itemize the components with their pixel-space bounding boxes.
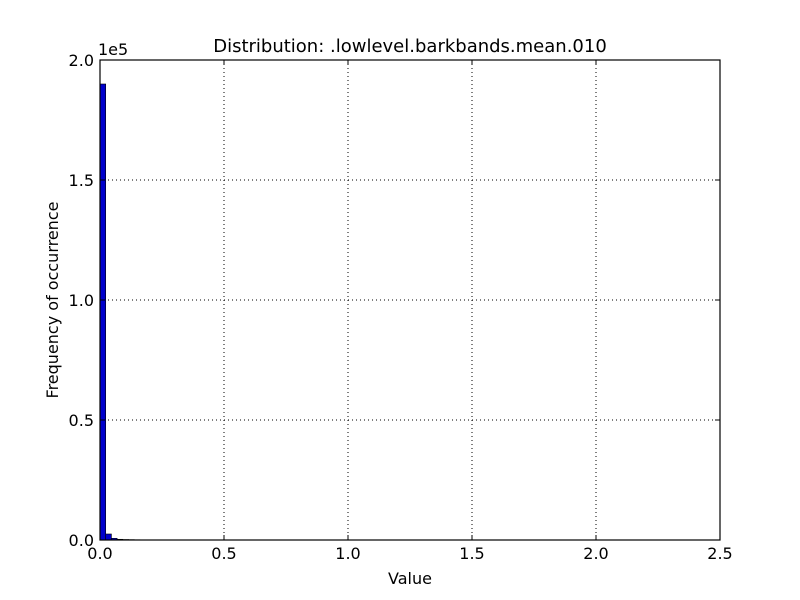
x-tick-label: 2.5 [707, 544, 732, 563]
y-scale-multiplier: 1e5 [98, 40, 128, 59]
x-tick-label: 2.0 [583, 544, 608, 563]
x-axis-label: Value [388, 569, 432, 588]
grid-lines [100, 60, 720, 540]
histogram-bar [105, 533, 112, 541]
y-tick-label: 0.0 [69, 531, 94, 550]
x-tick-label: 1.5 [459, 544, 484, 563]
x-tick-label: 0.0 [87, 544, 112, 563]
y-tick-label: 2.0 [69, 51, 94, 70]
y-tick-label: 1.0 [69, 291, 94, 310]
y-tick-label: 1.5 [69, 171, 94, 190]
chart-title: Distribution: .lowlevel.barkbands.mean.0… [213, 36, 607, 57]
x-tick-label: 1.0 [335, 544, 360, 563]
y-tick-label: 0.5 [69, 411, 94, 430]
y-axis-label: Frequency of occurrence [43, 202, 62, 399]
histogram-bars [99, 83, 671, 541]
axis-ticks: 0.0 0.5 1.0 1.5 2.0 2.5 0.0 0.5 1.0 1.5 2.0 [69, 51, 733, 563]
x-tick-label: 0.5 [211, 544, 236, 563]
histogram-bar [99, 83, 107, 541]
